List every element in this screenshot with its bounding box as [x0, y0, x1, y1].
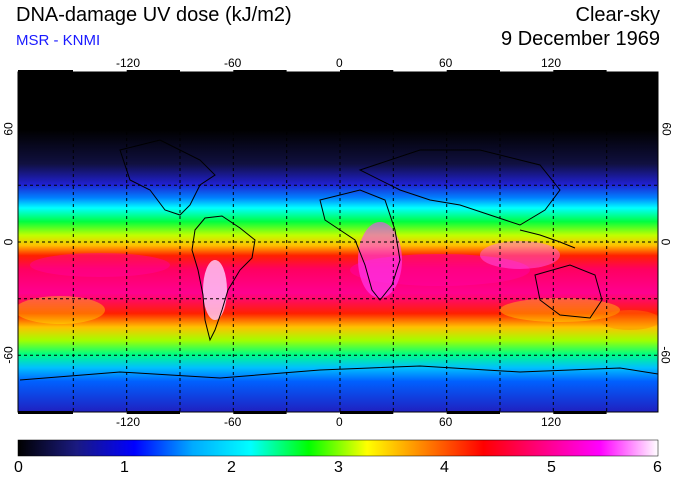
lon-label-top: 60: [439, 56, 453, 70]
colorbar-tick-label: 5: [547, 459, 556, 476]
lat-label-right: 60: [659, 122, 674, 136]
lat-label-left: -60: [1, 346, 16, 364]
colorbar-tick-label: 3: [334, 459, 343, 476]
lat-label-left: 0: [1, 238, 16, 246]
lon-label-top: -120: [116, 56, 141, 70]
colorbar-tick-label: 4: [440, 459, 449, 476]
lon-label-top: -60: [224, 56, 242, 70]
lat-label-left: 60: [1, 122, 16, 136]
lon-label-top: 120: [541, 56, 562, 70]
lon-label-bottom: 60: [439, 415, 453, 429]
colorbar-tick-label: 6: [653, 459, 662, 476]
sky-condition: Clear-sky: [575, 4, 660, 26]
map-title: DNA-damage UV dose (kJ/m2): [16, 4, 292, 26]
lon-label-top: 0: [336, 56, 343, 70]
colorbar-tick-label: 0: [14, 459, 23, 476]
colorbar-tick-label: 2: [227, 459, 236, 476]
lat-label-right: 0: [658, 238, 673, 246]
lon-label-bottom: 0: [336, 415, 343, 429]
map-frame: [17, 71, 659, 413]
map-date: 9 December 1969: [501, 28, 660, 50]
colorbar-tick-label: 1: [120, 459, 129, 476]
lat-label-right: -60: [658, 346, 673, 364]
lon-label-bottom: -60: [224, 415, 242, 429]
coastlines: [19, 139, 658, 381]
lon-label-bottom: 120: [541, 415, 562, 429]
lon-label-bottom: -120: [116, 415, 141, 429]
source-credit: MSR - KNMI: [16, 32, 101, 49]
graticule: [18, 72, 658, 412]
colorbar: [17, 439, 659, 457]
frame-ticks: [18, 70, 607, 414]
